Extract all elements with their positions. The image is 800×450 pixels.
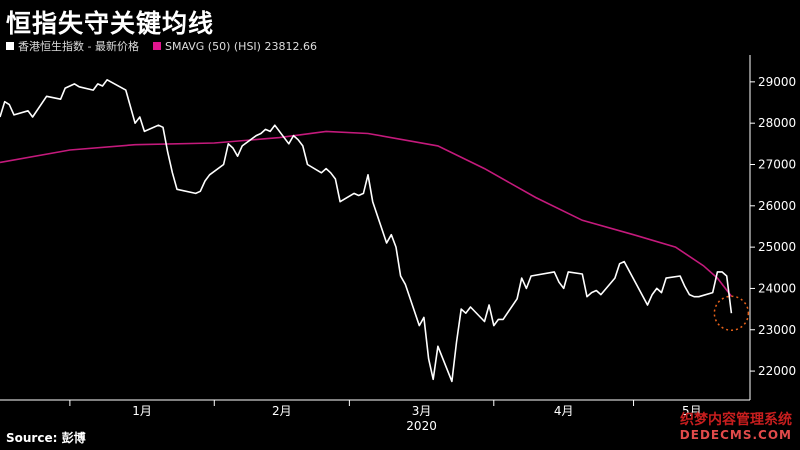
price-series-line: [0, 79, 733, 383]
legend-swatch-sma: [152, 42, 161, 50]
y-tick-label: 29000: [758, 75, 796, 89]
source-value: 彭博: [61, 431, 86, 445]
y-tick-label: 24000: [758, 281, 796, 295]
x-tick-label: 2月: [272, 404, 292, 418]
source-label: Source:: [6, 431, 58, 445]
y-tick-label: 22000: [758, 364, 796, 378]
highlight-circle: [713, 295, 750, 331]
y-tick-label: 26000: [758, 199, 796, 213]
y-tick-label: 23000: [758, 323, 796, 337]
legend-label-sma: SMAVG (50) (HSI) 23812.66: [164, 39, 317, 53]
y-tick-label: 25000: [758, 240, 796, 254]
watermark-line2: DEDECMS.COM: [679, 427, 792, 442]
x-tick-label: 3月: [412, 404, 432, 418]
x-year-label: 2020: [406, 419, 437, 433]
x-tick-label: 1月: [132, 404, 152, 418]
y-tick-label: 27000: [758, 157, 796, 171]
legend-item-price: 香港恒生指数 - 最新价格: [6, 38, 139, 54]
sma-series-line: [0, 130, 733, 297]
source-note: Source: 彭博: [6, 429, 86, 446]
chart-title: 恒指失守关键均线: [6, 9, 215, 38]
legend-swatch-price: [6, 42, 14, 50]
watermark-line1: 织梦内容管理系统: [680, 412, 792, 429]
y-tick-label: 28000: [758, 116, 796, 130]
legend: 香港恒生指数 - 最新价格 SMAVG (50) (HSI) 23812.66: [6, 38, 331, 54]
x-tick-label: 5月: [682, 404, 702, 418]
x-tick-label: 4月: [554, 404, 574, 418]
legend-label-price: 香港恒生指数 - 最新价格: [18, 40, 139, 53]
watermark: 织梦内容管理系统 DEDECMS.COM: [680, 413, 792, 442]
legend-item-sma: SMAVG (50) (HSI) 23812.66: [152, 39, 317, 53]
